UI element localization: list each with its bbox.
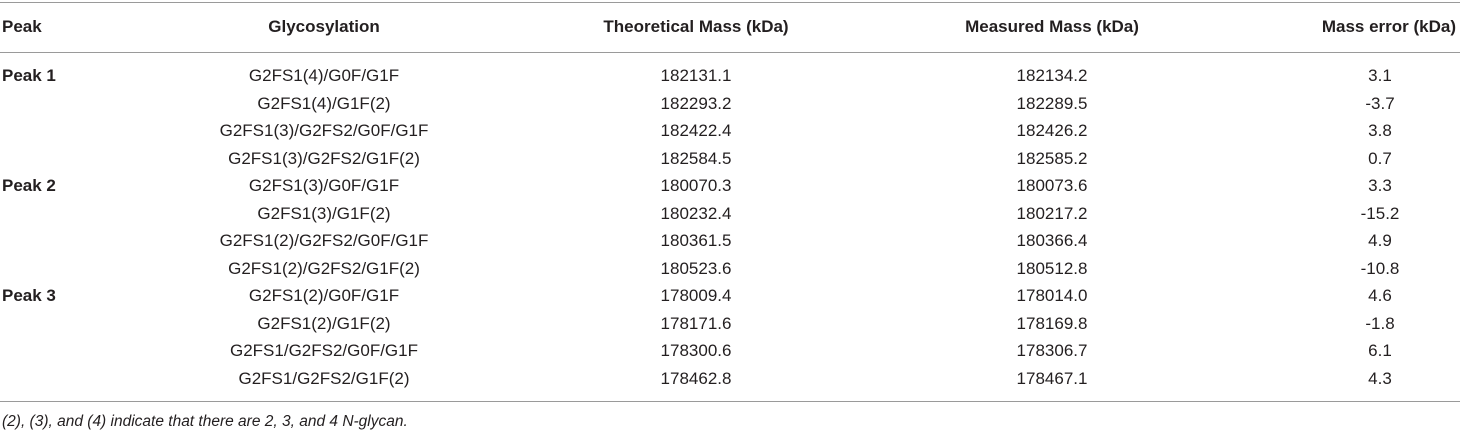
table-cell: G2FS1(2)/G2FS2/G0F/G1F	[219, 231, 429, 250]
table-cell: 182293.2	[660, 93, 732, 113]
table-cell: 180073.6	[1016, 176, 1088, 195]
table-cell: G2FS1(3)/G2FS2/G0F/G1F	[219, 121, 429, 140]
peak-label: Peak 2	[2, 176, 56, 195]
table-cell: G2FS1(4)/G0F/G1F	[248, 66, 400, 85]
column-header: Glycosylation	[268, 17, 380, 36]
peak-label: Peak 1	[2, 66, 56, 85]
table-cell: 178171.6	[660, 313, 732, 333]
table-cell: 180512.8	[1016, 258, 1088, 278]
table-cell: 6.1	[1368, 341, 1392, 360]
table-cell: 178014.0	[1016, 286, 1088, 305]
table-cell: 3.3	[1368, 176, 1392, 195]
top-rule	[0, 2, 1460, 3]
table-cell: 3.1	[1368, 66, 1392, 85]
table-cell: 182422.4	[660, 121, 732, 140]
table-cell: 180366.4	[1016, 231, 1088, 250]
table-cell: 178306.7	[1016, 341, 1088, 360]
table-cell: G2FS1(3)/G2FS2/G1F(2)	[228, 148, 420, 168]
table-cell: 178467.1	[1016, 368, 1088, 388]
table-cell: 182134.2	[1016, 66, 1088, 85]
table-cell: 180361.5	[660, 231, 732, 250]
table-cell: 178300.6	[660, 341, 732, 360]
footnote: (2), (3), and (4) indicate that there ar…	[2, 413, 408, 430]
bottom-rule	[0, 401, 1460, 402]
column-header: Theoretical Mass (kDa)	[603, 17, 789, 36]
table-cell: 180217.2	[1016, 203, 1088, 223]
table-cell: 182289.5	[1016, 93, 1088, 113]
table-cell: -15.2	[1360, 203, 1400, 223]
peak-label: Peak 3	[2, 286, 56, 305]
table-cell: 180070.3	[660, 176, 732, 195]
table-cell: 178462.8	[660, 368, 732, 388]
table-cell: 180523.6	[660, 258, 732, 278]
table-cell: G2FS1(3)/G1F(2)	[257, 203, 391, 223]
table-cell: 182584.5	[660, 148, 732, 168]
table-cell: -3.7	[1365, 93, 1395, 113]
table-cell: 182426.2	[1016, 121, 1088, 140]
table-cell: G2FS1(3)/G0F/G1F	[248, 176, 400, 195]
table-cell: G2FS1/G2FS2/G1F(2)	[238, 368, 410, 388]
column-header: Measured Mass (kDa)	[965, 17, 1139, 36]
table-cell: 182585.2	[1016, 148, 1088, 168]
table-cell: 180232.4	[660, 203, 732, 223]
table-cell: 0.7	[1368, 148, 1392, 168]
table-cell: 3.8	[1368, 121, 1392, 140]
table-cell: G2FS1(2)/G0F/G1F	[248, 286, 400, 305]
table-cell: -10.8	[1360, 258, 1400, 278]
table-cell: 4.6	[1368, 286, 1392, 305]
table-cell: G2FS1(4)/G1F(2)	[257, 93, 391, 113]
table-cell: G2FS1/G2FS2/G0F/G1F	[229, 341, 419, 360]
table-cell: G2FS1(2)/G1F(2)	[257, 313, 391, 333]
table-cell: 4.9	[1368, 231, 1392, 250]
column-header: Mass error (kDa)	[1321, 17, 1456, 36]
header-rule	[0, 52, 1460, 53]
table-cell: G2FS1(2)/G2FS2/G1F(2)	[228, 258, 420, 278]
table-cell: 178169.8	[1016, 313, 1088, 333]
column-header: Peak	[2, 17, 42, 36]
table-cell: 4.3	[1368, 368, 1392, 388]
table-cell: -1.8	[1365, 313, 1395, 333]
table-cell: 182131.1	[660, 66, 732, 85]
table-cell: 178009.4	[660, 286, 732, 305]
